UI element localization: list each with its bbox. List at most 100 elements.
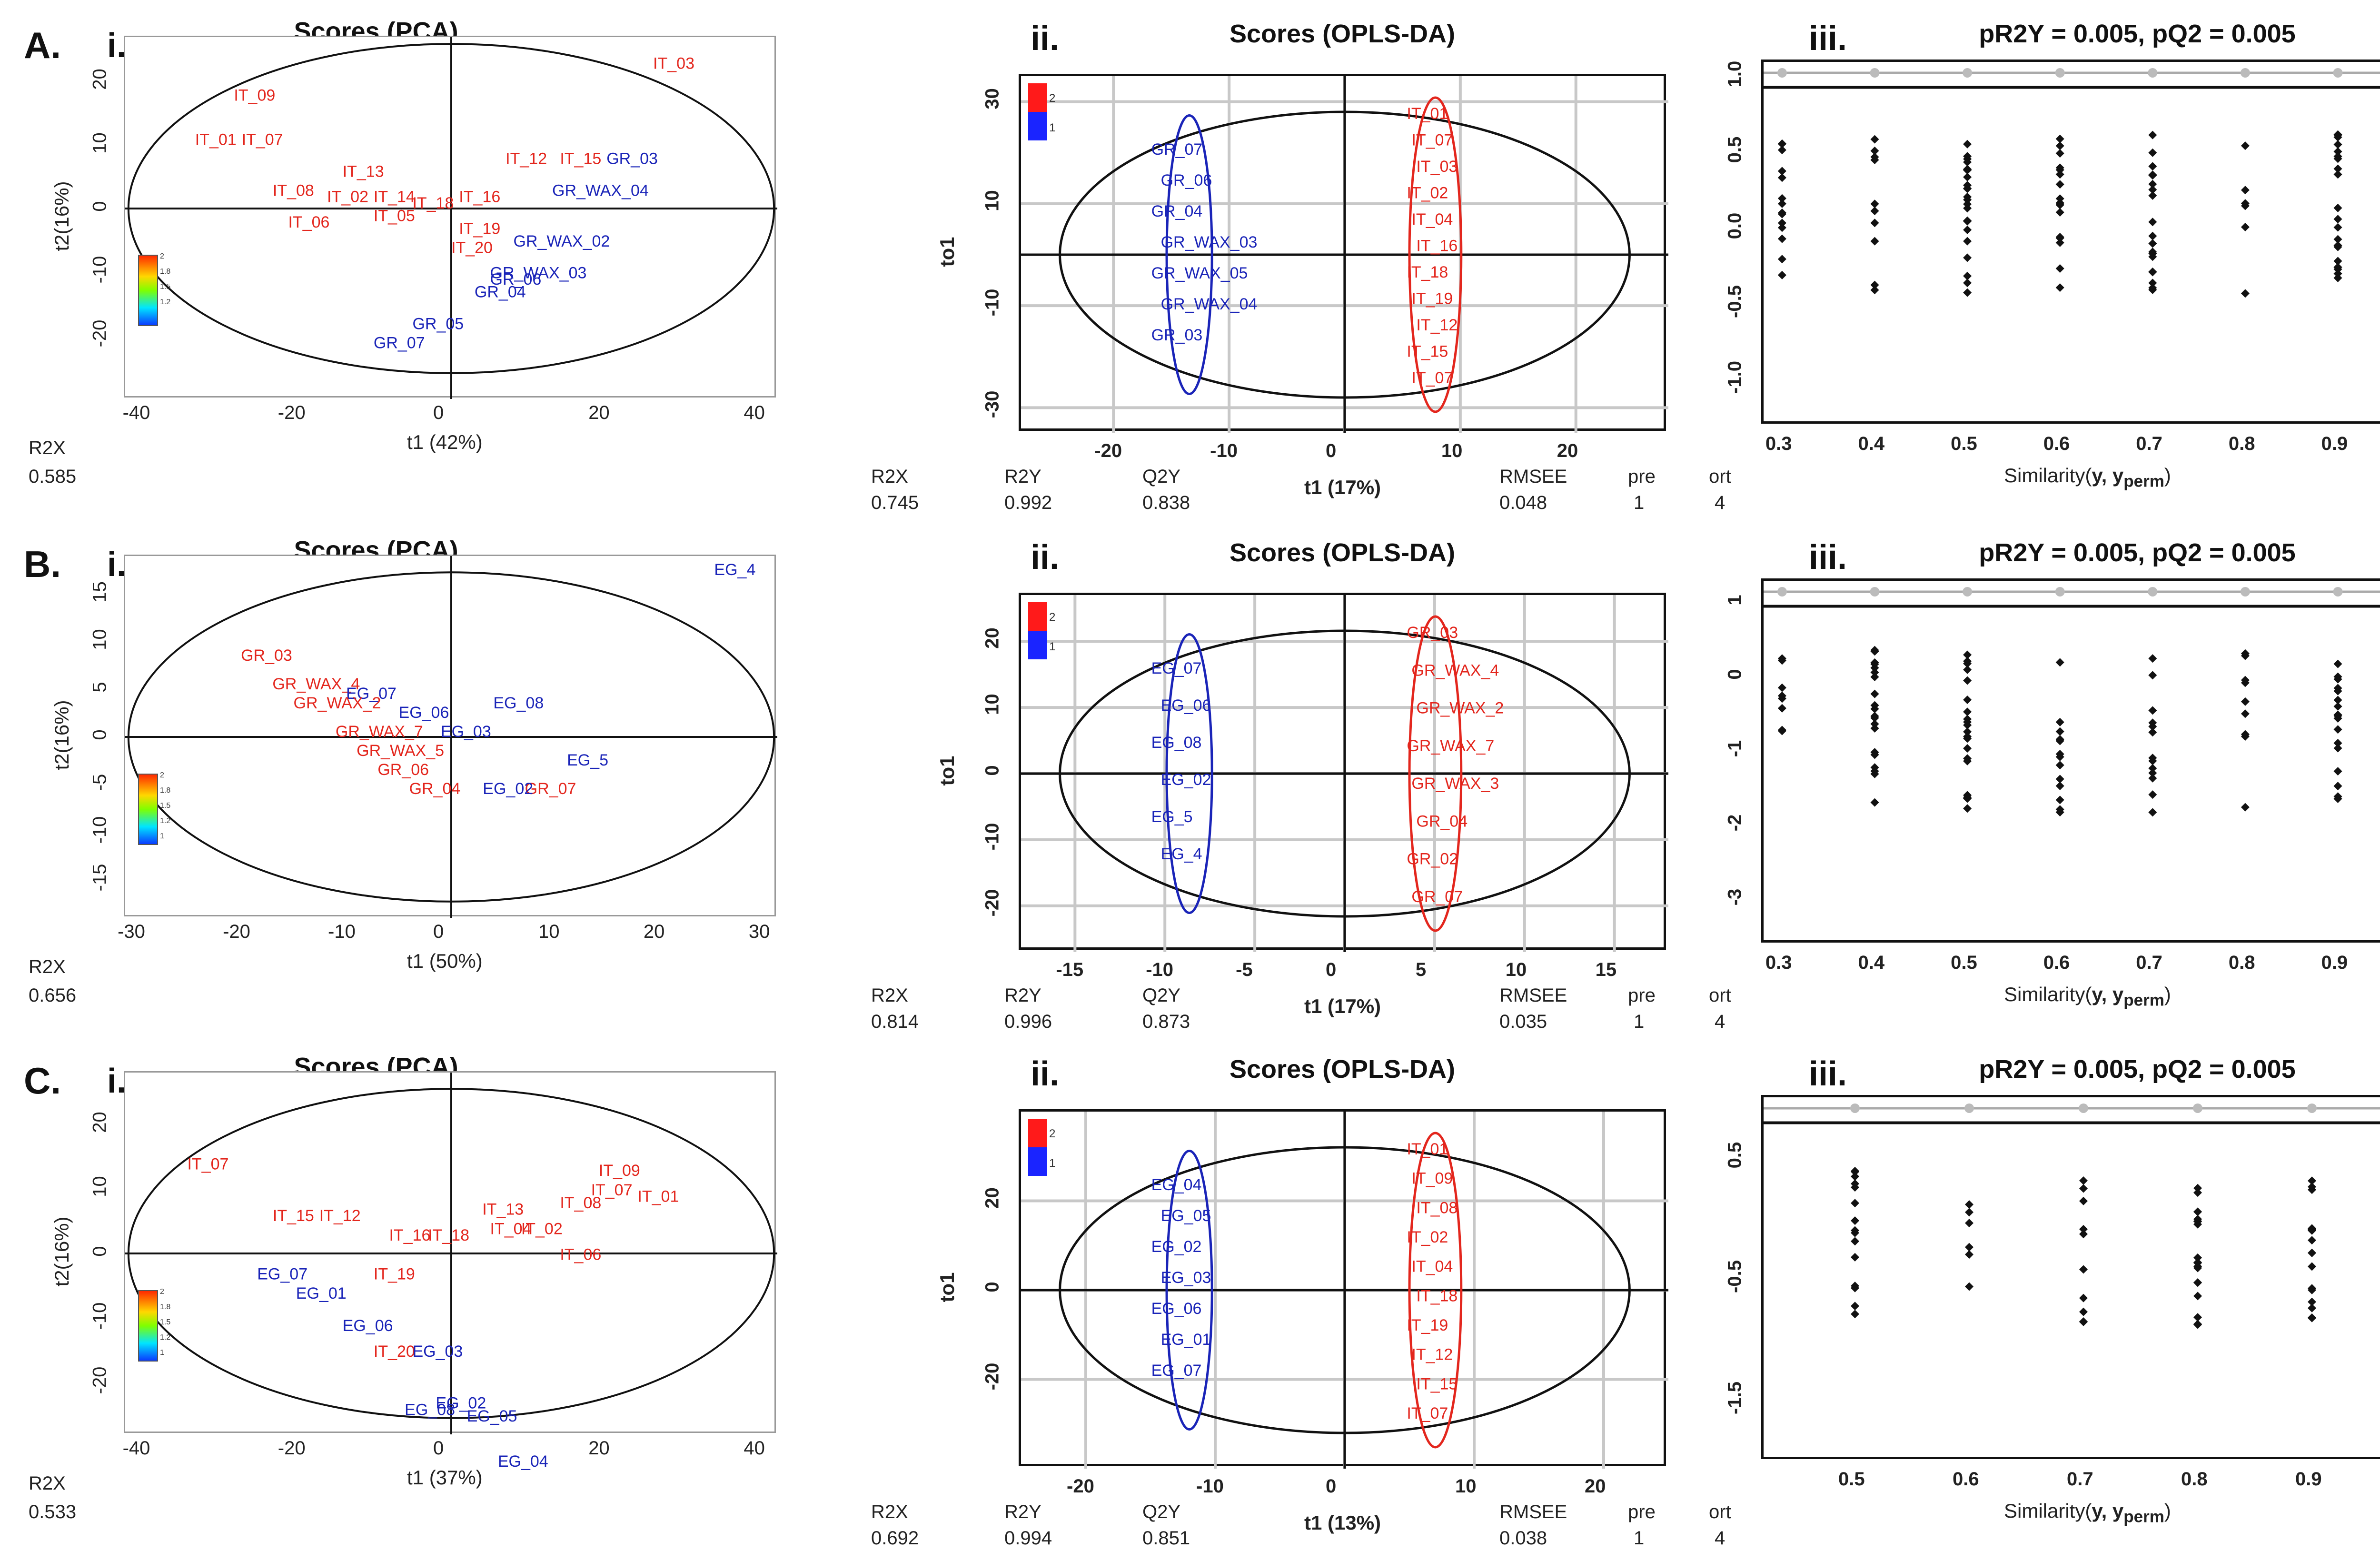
r2x-label: R2X bbox=[29, 1473, 66, 1494]
q2-point bbox=[1870, 647, 1879, 656]
score-label: IT_18 bbox=[428, 1226, 469, 1244]
score-label: GR_WAX_2 bbox=[1416, 699, 1504, 717]
score-label: IT_19 bbox=[459, 219, 500, 238]
legend-label: 2 bbox=[1049, 1127, 1056, 1140]
score-label: IT_20 bbox=[374, 1342, 415, 1361]
stat-value: 0.692 bbox=[871, 1528, 919, 1549]
q2-point bbox=[1963, 184, 1972, 193]
x-axis-label-main: Similarity( bbox=[2004, 1500, 2092, 1522]
panel-title: Scores (OPLS-DA) bbox=[1229, 1055, 1456, 1084]
x-axis-label: t1 (17%) bbox=[1304, 995, 1381, 1017]
q2-point bbox=[2333, 241, 2342, 250]
x-tick-label: 40 bbox=[744, 1438, 765, 1459]
q2-point bbox=[2055, 761, 2064, 770]
pca-plot-area: IT_07 IT_09 IT_07 IT_01 IT_08 IT_15 IT_12 IT_13… bbox=[124, 1071, 777, 1471]
q2-point bbox=[2055, 727, 2064, 736]
y-tick-label: -10 bbox=[89, 816, 110, 844]
q2-point bbox=[1851, 1216, 1859, 1225]
q2-point bbox=[1777, 223, 1786, 232]
x-tick-label: 0.7 bbox=[2136, 433, 2162, 454]
score-label: GR_WAX_7 bbox=[1407, 737, 1494, 755]
class-1-ellipse bbox=[1165, 633, 1213, 914]
q2-point bbox=[1777, 704, 1786, 713]
r2-point bbox=[2333, 68, 2343, 78]
x-axis-label-main: Similarity( bbox=[2004, 983, 2092, 1005]
y-tick-label: 20 bbox=[89, 1111, 110, 1133]
score-label: EG_07 bbox=[346, 685, 397, 703]
y-tick-label: 0 bbox=[89, 201, 110, 212]
y-tick-label: 1 bbox=[1724, 595, 1745, 606]
q2-point bbox=[2333, 269, 2342, 278]
q2-point bbox=[2333, 164, 2342, 173]
q2-point bbox=[2148, 179, 2157, 189]
q2-point bbox=[1777, 656, 1786, 665]
q2-point bbox=[2193, 1262, 2202, 1271]
y-tick-label: 10 bbox=[89, 1176, 110, 1198]
q2-point bbox=[1870, 146, 1879, 155]
x-axis-label-close: ) bbox=[2164, 464, 2171, 487]
y-axis-label: t2(16%) bbox=[50, 181, 73, 251]
x-tick-label: 10 bbox=[1441, 440, 1463, 461]
x-tick-label: 20 bbox=[588, 402, 610, 423]
q2-point bbox=[2148, 774, 2157, 783]
q2-point bbox=[2193, 1207, 2202, 1216]
panel-title: pR2Y = 0.005, pQ2 = 0.005 bbox=[1979, 538, 2296, 567]
score-label: GR_07 bbox=[1411, 888, 1463, 906]
colorbar bbox=[138, 774, 158, 845]
q2-point bbox=[1965, 1219, 1973, 1228]
hotelling-ellipse bbox=[127, 571, 775, 903]
y-tick-label: 10 bbox=[982, 694, 1003, 715]
score-label: IT_01 bbox=[637, 1187, 679, 1205]
q2-point bbox=[1965, 1208, 1973, 1217]
stat-value: 0.992 bbox=[1004, 492, 1052, 513]
y-tick-label: -5 bbox=[89, 774, 110, 791]
score-label: GR_05 bbox=[412, 315, 464, 333]
class-2-swatch bbox=[1028, 83, 1047, 112]
q2-point bbox=[1870, 668, 1879, 677]
score-label: IT_14 bbox=[374, 188, 415, 206]
q2-point bbox=[2148, 790, 2157, 799]
opls-plot-area: GR_03 GR_WAX_4 GR_WAX_2 GR_WAX_7 GR_WAX_3 GR_… bbox=[1019, 593, 1668, 952]
y-tick-label: -3 bbox=[1724, 889, 1745, 906]
colorbar-tick: 1.2 bbox=[160, 1333, 171, 1342]
score-label: IT_03 bbox=[653, 55, 694, 73]
stat-value: 1 bbox=[1634, 1011, 1645, 1032]
q2-point bbox=[2308, 1313, 2316, 1322]
colorbar bbox=[138, 255, 158, 326]
q2-point bbox=[2148, 170, 2157, 179]
score-label: EG_03 bbox=[412, 1342, 463, 1361]
q2-point bbox=[2333, 672, 2342, 681]
y-tick-label: 20 bbox=[89, 69, 110, 90]
q2-point bbox=[2333, 273, 2342, 282]
x-tick-label: -30 bbox=[118, 921, 145, 942]
score-label: IT_04 bbox=[1411, 1258, 1453, 1276]
y-tick-label: -30 bbox=[982, 391, 1003, 418]
q2-point bbox=[2333, 223, 2342, 232]
q2-point bbox=[1963, 192, 1972, 201]
q2-point bbox=[2148, 722, 2157, 731]
score-label: IT_07 bbox=[1411, 369, 1453, 387]
colorbar-tick: 1 bbox=[160, 832, 164, 840]
score-label: GR_03 bbox=[1407, 624, 1458, 642]
class-1-swatch bbox=[1028, 1147, 1047, 1176]
stat-value: 0.873 bbox=[1142, 1011, 1190, 1032]
score-label: IT_09 bbox=[1411, 1170, 1453, 1188]
score-label: IT_02 bbox=[521, 1220, 563, 1238]
q2-point bbox=[1963, 173, 1972, 182]
q2-point bbox=[1777, 683, 1786, 692]
stat-value: 1 bbox=[1634, 1528, 1645, 1549]
q2-point bbox=[2055, 180, 2064, 189]
colorbar-tick: 2 bbox=[160, 252, 164, 260]
q2-point bbox=[2241, 803, 2250, 812]
score-label: EG_01 bbox=[296, 1284, 347, 1302]
y-tick-label: 0 bbox=[89, 1246, 110, 1257]
score-label: IT_07 bbox=[242, 131, 283, 149]
stat-label: RMSEE bbox=[1499, 985, 1567, 1006]
score-label: EG_02 bbox=[1151, 1238, 1202, 1256]
q2-point bbox=[2079, 1196, 2088, 1205]
score-label: IT_18 bbox=[412, 194, 454, 212]
y-axis-label: to1 bbox=[936, 1272, 958, 1302]
score-label: GR_WAX_5 bbox=[357, 742, 444, 760]
x-tick-label: 20 bbox=[588, 1438, 610, 1459]
stat-label: Q2Y bbox=[1142, 466, 1181, 487]
